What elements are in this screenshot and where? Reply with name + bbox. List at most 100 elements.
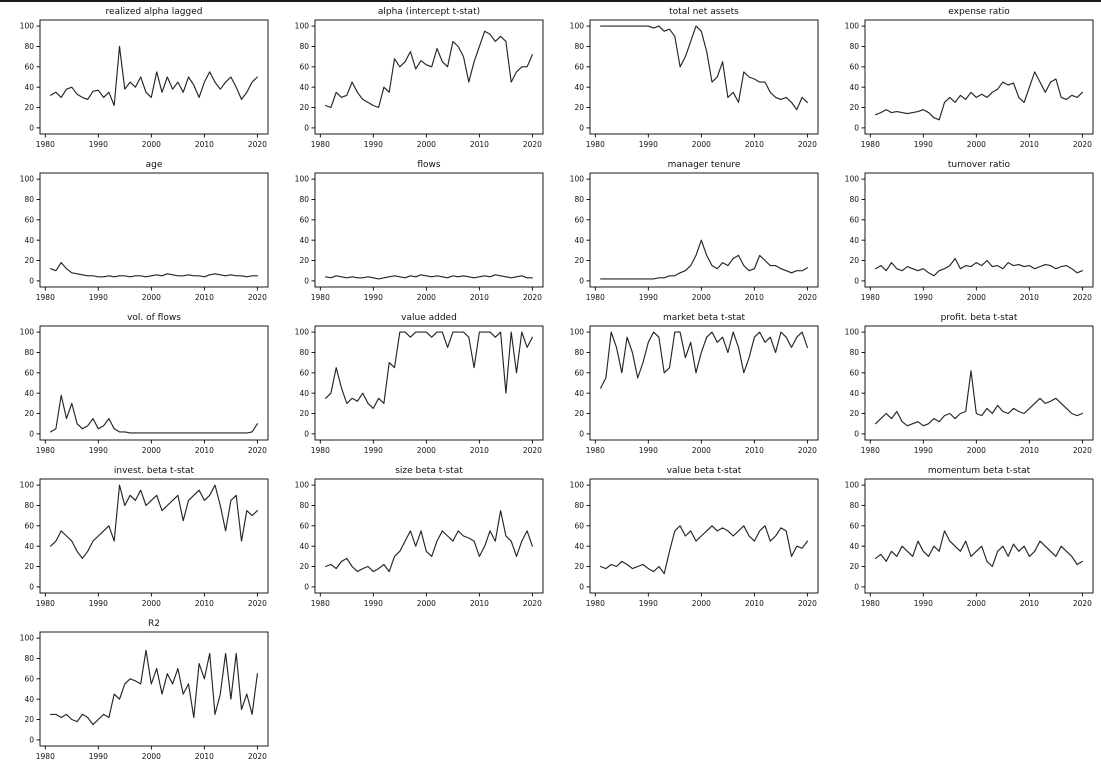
chart-title: size beta t-stat [395, 466, 463, 476]
line-series [875, 370, 1083, 427]
y-tick-label: 60 [24, 215, 34, 224]
y-tick-label: 0 [29, 735, 34, 744]
y-tick-label: 60 [849, 521, 859, 530]
y-tick-label: 40 [849, 236, 859, 245]
x-tick-label: 2020 [248, 599, 267, 608]
x-tick-label: 2010 [745, 599, 764, 608]
y-tick-label: 80 [849, 195, 859, 204]
x-tick-label: 1990 [89, 599, 108, 608]
plot-border [589, 325, 819, 441]
chart: invest. beta t-stat 0 20 40 60 80 100 1980 1990 2… [20, 466, 269, 608]
y-tick-label: 60 [24, 674, 34, 683]
y-tick-label: 60 [299, 62, 309, 71]
plot-border [314, 172, 544, 288]
x-tick-label: 2010 [1020, 446, 1039, 455]
x-tick-label: 1980 [586, 599, 605, 608]
y-tick-label: 20 [574, 409, 584, 418]
plot-border [39, 478, 269, 594]
x-tick-label: 1990 [639, 446, 658, 455]
y-tick-label: 20 [849, 562, 859, 571]
y-tick-label: 80 [299, 501, 309, 510]
chart: flows 0 20 40 60 80 100 1980 1990 2000 2010 2020 [295, 160, 544, 302]
y-tick-label: 40 [849, 83, 859, 92]
x-tick-label: 1980 [586, 293, 605, 302]
y-tick-label: 0 [854, 276, 859, 285]
y-tick-label: 80 [299, 348, 309, 357]
x-tick-label: 2010 [1020, 140, 1039, 149]
chart-panel: size beta t-stat 0 20 40 60 80 100 1980 1990 2000… [275, 462, 550, 615]
x-tick-label: 2020 [1073, 293, 1092, 302]
y-tick-label: 40 [24, 236, 34, 245]
x-tick-label: 2010 [1020, 599, 1039, 608]
chart-title: expense ratio [948, 7, 1010, 17]
x-tick-label: 2010 [195, 293, 214, 302]
y-tick-label: 100 [20, 481, 35, 490]
y-tick-label: 40 [24, 389, 34, 398]
y-tick-label: 0 [854, 429, 859, 438]
x-tick-label: 2010 [1020, 293, 1039, 302]
chart: vol. of flows 0 20 40 60 80 100 1980 1990 2000 201… [20, 313, 269, 455]
x-tick-label: 2020 [523, 446, 542, 455]
chart-panel: expense ratio 0 20 40 60 80 100 1980 1990 2000 201… [825, 3, 1100, 156]
y-tick-label: 60 [574, 521, 584, 530]
x-tick-label: 1990 [89, 140, 108, 149]
x-tick-label: 1980 [861, 599, 880, 608]
x-tick-label: 2000 [142, 446, 161, 455]
x-tick-label: 2020 [1073, 140, 1092, 149]
x-tick-label: 2000 [967, 599, 986, 608]
y-tick-label: 0 [854, 123, 859, 132]
y-tick-label: 40 [299, 83, 309, 92]
y-tick-label: 20 [299, 562, 309, 571]
plot-border [589, 19, 819, 135]
chart: expense ratio 0 20 40 60 80 100 1980 1990 2000 201… [845, 7, 1094, 149]
y-tick-label: 0 [304, 429, 309, 438]
x-tick-label: 1980 [861, 446, 880, 455]
y-tick-label: 80 [574, 348, 584, 357]
x-tick-label: 2000 [417, 599, 436, 608]
chart-grid: realized alpha lagged 0 20 40 60 80 100 1980 199… [0, 3, 1101, 768]
plot-border [864, 325, 1094, 441]
x-tick-label: 1980 [311, 293, 330, 302]
x-tick-label: 1990 [364, 446, 383, 455]
y-tick-label: 100 [845, 175, 860, 184]
x-tick-label: 1980 [36, 446, 55, 455]
line-series [325, 331, 533, 409]
x-tick-label: 1980 [861, 293, 880, 302]
y-tick-label: 40 [24, 83, 34, 92]
x-tick-label: 1980 [311, 599, 330, 608]
chart-title: value beta t-stat [667, 466, 742, 476]
chart: value added 0 20 40 60 80 100 1980 1990 2000 2010 2… [295, 313, 544, 455]
y-tick-label: 100 [845, 328, 860, 337]
x-tick-label: 1990 [639, 599, 658, 608]
chart-panel: manager tenure 0 20 40 60 80 100 1980 1990 2000 20… [550, 156, 825, 309]
y-tick-label: 40 [299, 236, 309, 245]
y-tick-label: 0 [29, 123, 34, 132]
y-tick-label: 20 [24, 256, 34, 265]
y-tick-label: 60 [574, 62, 584, 71]
plot-border [39, 325, 269, 441]
y-tick-label: 0 [304, 276, 309, 285]
y-tick-label: 20 [24, 103, 34, 112]
x-tick-label: 2010 [745, 446, 764, 455]
chart: market beta t-stat 0 20 40 60 80 100 1980 1990 20… [570, 313, 819, 455]
chart: momentum beta t-stat 0 20 40 60 80 100 1980 1990… [845, 466, 1094, 608]
x-tick-label: 2000 [142, 293, 161, 302]
chart-panel: market beta t-stat 0 20 40 60 80 100 1980 1990 20… [550, 309, 825, 462]
plot-border [39, 631, 269, 747]
y-tick-label: 100 [570, 22, 585, 31]
chart: alpha (intercept t-stat) 0 20 40 60 80 100 1980… [295, 7, 544, 149]
x-tick-label: 2000 [692, 140, 711, 149]
plot-border [314, 478, 544, 594]
line-series [50, 649, 258, 726]
plot-border [314, 19, 544, 135]
chart: total net assets 0 20 40 60 80 100 1980 1990 2000… [570, 7, 819, 149]
y-tick-label: 40 [574, 236, 584, 245]
plot-border [39, 19, 269, 135]
x-tick-label: 1990 [639, 293, 658, 302]
y-tick-label: 80 [24, 654, 34, 663]
chart-panel: vol. of flows 0 20 40 60 80 100 1980 1990 2000 201… [0, 309, 275, 462]
x-tick-label: 1980 [36, 140, 55, 149]
y-tick-label: 80 [574, 501, 584, 510]
